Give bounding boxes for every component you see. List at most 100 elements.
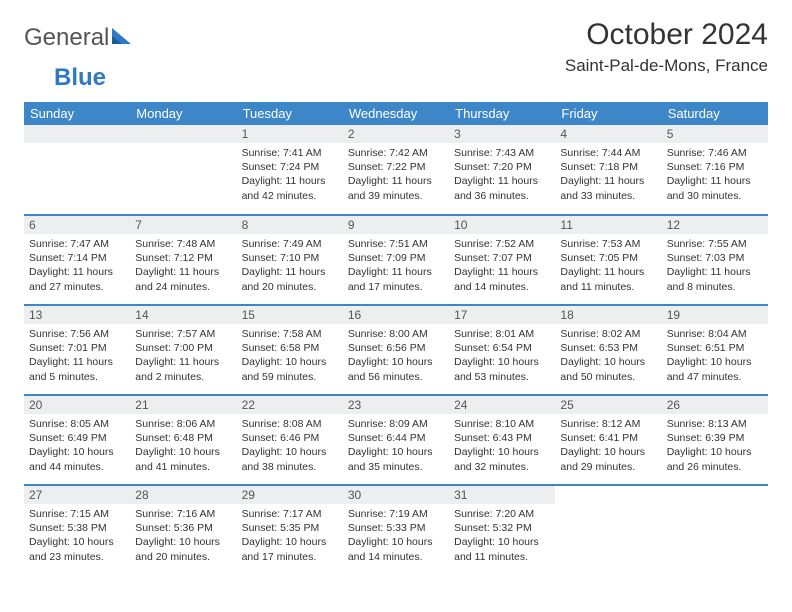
calendar-day: 21Sunrise: 8:06 AMSunset: 6:48 PMDayligh… xyxy=(130,395,236,485)
calendar-day: 18Sunrise: 8:02 AMSunset: 6:53 PMDayligh… xyxy=(555,305,661,395)
day-number-empty xyxy=(130,125,236,143)
day-details: Sunrise: 7:53 AMSunset: 7:05 PMDaylight:… xyxy=(555,234,661,298)
calendar-day: 14Sunrise: 7:57 AMSunset: 7:00 PMDayligh… xyxy=(130,305,236,395)
day-details: Sunrise: 7:42 AMSunset: 7:22 PMDaylight:… xyxy=(343,143,449,207)
calendar-week: 27Sunrise: 7:15 AMSunset: 5:38 PMDayligh… xyxy=(24,485,768,575)
day-number: 18 xyxy=(555,306,661,324)
day-number: 17 xyxy=(449,306,555,324)
calendar-day: 2Sunrise: 7:42 AMSunset: 7:22 PMDaylight… xyxy=(343,125,449,215)
calendar-day: 8Sunrise: 7:49 AMSunset: 7:10 PMDaylight… xyxy=(237,215,343,305)
day-details: Sunrise: 8:02 AMSunset: 6:53 PMDaylight:… xyxy=(555,324,661,388)
day-details: Sunrise: 7:57 AMSunset: 7:00 PMDaylight:… xyxy=(130,324,236,388)
day-details: Sunrise: 7:19 AMSunset: 5:33 PMDaylight:… xyxy=(343,504,449,568)
day-number: 10 xyxy=(449,216,555,234)
day-number: 30 xyxy=(343,486,449,504)
day-details: Sunrise: 7:58 AMSunset: 6:58 PMDaylight:… xyxy=(237,324,343,388)
day-details: Sunrise: 7:47 AMSunset: 7:14 PMDaylight:… xyxy=(24,234,130,298)
calendar-day: 12Sunrise: 7:55 AMSunset: 7:03 PMDayligh… xyxy=(662,215,768,305)
day-number: 28 xyxy=(130,486,236,504)
weekday-header: Monday xyxy=(130,102,236,125)
day-details: Sunrise: 7:17 AMSunset: 5:35 PMDaylight:… xyxy=(237,504,343,568)
day-details: Sunrise: 8:12 AMSunset: 6:41 PMDaylight:… xyxy=(555,414,661,478)
day-number: 6 xyxy=(24,216,130,234)
calendar-body: 1Sunrise: 7:41 AMSunset: 7:24 PMDaylight… xyxy=(24,125,768,575)
day-details: Sunrise: 7:20 AMSunset: 5:32 PMDaylight:… xyxy=(449,504,555,568)
day-number: 23 xyxy=(343,396,449,414)
day-details: Sunrise: 7:15 AMSunset: 5:38 PMDaylight:… xyxy=(24,504,130,568)
weekday-header: Thursday xyxy=(449,102,555,125)
day-details: Sunrise: 7:16 AMSunset: 5:36 PMDaylight:… xyxy=(130,504,236,568)
weekday-header-row: SundayMondayTuesdayWednesdayThursdayFrid… xyxy=(24,102,768,125)
day-details: Sunrise: 7:51 AMSunset: 7:09 PMDaylight:… xyxy=(343,234,449,298)
calendar-day: 27Sunrise: 7:15 AMSunset: 5:38 PMDayligh… xyxy=(24,485,130,575)
day-number: 26 xyxy=(662,396,768,414)
flag-icon xyxy=(111,26,133,51)
calendar-day-empty xyxy=(130,125,236,215)
day-number: 31 xyxy=(449,486,555,504)
calendar-day: 7Sunrise: 7:48 AMSunset: 7:12 PMDaylight… xyxy=(130,215,236,305)
calendar-day: 24Sunrise: 8:10 AMSunset: 6:43 PMDayligh… xyxy=(449,395,555,485)
calendar-day-empty xyxy=(662,485,768,575)
day-number: 25 xyxy=(555,396,661,414)
day-number: 11 xyxy=(555,216,661,234)
day-details: Sunrise: 8:08 AMSunset: 6:46 PMDaylight:… xyxy=(237,414,343,478)
day-details: Sunrise: 7:48 AMSunset: 7:12 PMDaylight:… xyxy=(130,234,236,298)
day-details: Sunrise: 8:09 AMSunset: 6:44 PMDaylight:… xyxy=(343,414,449,478)
weekday-header: Saturday xyxy=(662,102,768,125)
calendar-day: 19Sunrise: 8:04 AMSunset: 6:51 PMDayligh… xyxy=(662,305,768,395)
month-title: October 2024 xyxy=(565,18,768,52)
day-number: 15 xyxy=(237,306,343,324)
weekday-header: Friday xyxy=(555,102,661,125)
calendar-day: 16Sunrise: 8:00 AMSunset: 6:56 PMDayligh… xyxy=(343,305,449,395)
weekday-header: Sunday xyxy=(24,102,130,125)
brand-logo: General xyxy=(24,18,135,52)
calendar-day: 28Sunrise: 7:16 AMSunset: 5:36 PMDayligh… xyxy=(130,485,236,575)
day-number: 12 xyxy=(662,216,768,234)
day-number: 4 xyxy=(555,125,661,143)
day-details: Sunrise: 7:44 AMSunset: 7:18 PMDaylight:… xyxy=(555,143,661,207)
calendar-day: 6Sunrise: 7:47 AMSunset: 7:14 PMDaylight… xyxy=(24,215,130,305)
calendar-day: 25Sunrise: 8:12 AMSunset: 6:41 PMDayligh… xyxy=(555,395,661,485)
calendar-day: 15Sunrise: 7:58 AMSunset: 6:58 PMDayligh… xyxy=(237,305,343,395)
brand-part2: Blue xyxy=(24,64,106,92)
calendar-table: SundayMondayTuesdayWednesdayThursdayFrid… xyxy=(24,102,768,575)
calendar-day: 31Sunrise: 7:20 AMSunset: 5:32 PMDayligh… xyxy=(449,485,555,575)
calendar-week: 20Sunrise: 8:05 AMSunset: 6:49 PMDayligh… xyxy=(24,395,768,485)
calendar-day-empty xyxy=(24,125,130,215)
day-details: Sunrise: 8:05 AMSunset: 6:49 PMDaylight:… xyxy=(24,414,130,478)
day-details: Sunrise: 7:46 AMSunset: 7:16 PMDaylight:… xyxy=(662,143,768,207)
day-details: Sunrise: 7:41 AMSunset: 7:24 PMDaylight:… xyxy=(237,143,343,207)
day-number: 5 xyxy=(662,125,768,143)
calendar-day: 30Sunrise: 7:19 AMSunset: 5:33 PMDayligh… xyxy=(343,485,449,575)
calendar-day: 1Sunrise: 7:41 AMSunset: 7:24 PMDaylight… xyxy=(237,125,343,215)
day-details: Sunrise: 7:55 AMSunset: 7:03 PMDaylight:… xyxy=(662,234,768,298)
day-number-empty xyxy=(24,125,130,143)
calendar-day-empty xyxy=(555,485,661,575)
calendar-day: 5Sunrise: 7:46 AMSunset: 7:16 PMDaylight… xyxy=(662,125,768,215)
weekday-header: Wednesday xyxy=(343,102,449,125)
day-number: 19 xyxy=(662,306,768,324)
calendar-day: 4Sunrise: 7:44 AMSunset: 7:18 PMDaylight… xyxy=(555,125,661,215)
day-number: 29 xyxy=(237,486,343,504)
day-details: Sunrise: 8:00 AMSunset: 6:56 PMDaylight:… xyxy=(343,324,449,388)
calendar-day: 29Sunrise: 7:17 AMSunset: 5:35 PMDayligh… xyxy=(237,485,343,575)
calendar-day: 20Sunrise: 8:05 AMSunset: 6:49 PMDayligh… xyxy=(24,395,130,485)
day-details: Sunrise: 7:56 AMSunset: 7:01 PMDaylight:… xyxy=(24,324,130,388)
day-number: 22 xyxy=(237,396,343,414)
day-details: Sunrise: 8:10 AMSunset: 6:43 PMDaylight:… xyxy=(449,414,555,478)
weekday-header: Tuesday xyxy=(237,102,343,125)
day-number: 9 xyxy=(343,216,449,234)
day-number: 1 xyxy=(237,125,343,143)
day-number: 27 xyxy=(24,486,130,504)
day-number: 14 xyxy=(130,306,236,324)
day-details: Sunrise: 7:52 AMSunset: 7:07 PMDaylight:… xyxy=(449,234,555,298)
day-details: Sunrise: 8:01 AMSunset: 6:54 PMDaylight:… xyxy=(449,324,555,388)
day-number: 20 xyxy=(24,396,130,414)
calendar-day: 23Sunrise: 8:09 AMSunset: 6:44 PMDayligh… xyxy=(343,395,449,485)
calendar-day: 17Sunrise: 8:01 AMSunset: 6:54 PMDayligh… xyxy=(449,305,555,395)
day-details: Sunrise: 8:06 AMSunset: 6:48 PMDaylight:… xyxy=(130,414,236,478)
calendar-day: 13Sunrise: 7:56 AMSunset: 7:01 PMDayligh… xyxy=(24,305,130,395)
day-number: 8 xyxy=(237,216,343,234)
day-number: 7 xyxy=(130,216,236,234)
calendar-day: 3Sunrise: 7:43 AMSunset: 7:20 PMDaylight… xyxy=(449,125,555,215)
